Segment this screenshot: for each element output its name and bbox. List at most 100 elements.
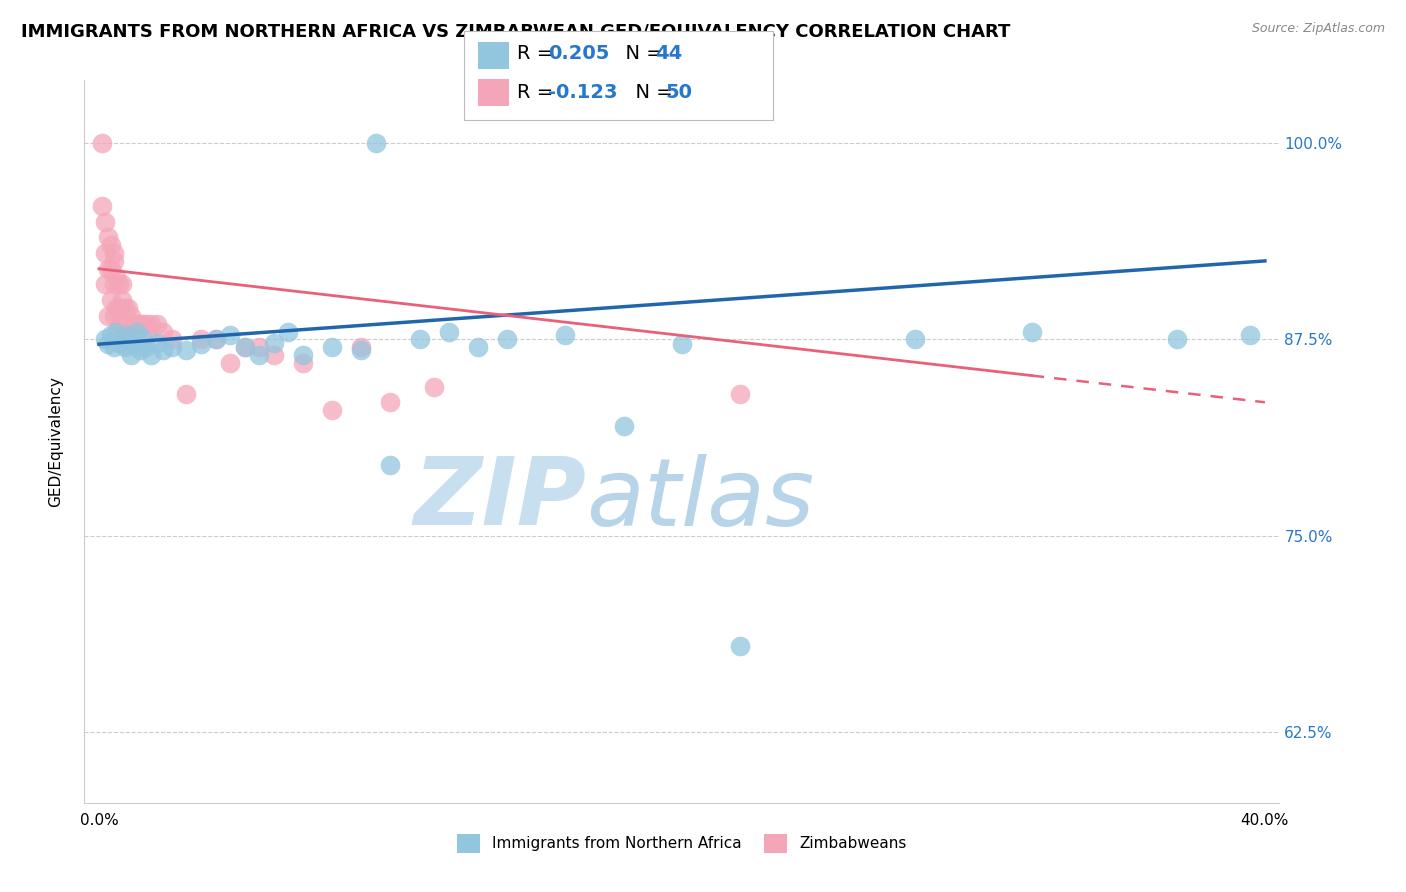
- Point: [100, 261, 122, 276]
- Point: [152, 343, 174, 358]
- Text: N =: N =: [623, 83, 679, 103]
- Point: [120, 348, 142, 362]
- Point: [152, 325, 174, 339]
- Text: -0.123: -0.123: [548, 83, 617, 103]
- Point: [100, 238, 122, 252]
- Point: [108, 301, 131, 315]
- Point: [125, 325, 148, 339]
- Point: [108, 317, 131, 331]
- Point: [728, 387, 751, 401]
- Point: [728, 639, 751, 653]
- Point: [160, 333, 183, 347]
- Point: [141, 317, 163, 331]
- Point: [97, 309, 120, 323]
- Point: [496, 333, 519, 347]
- Point: [1239, 327, 1261, 342]
- Point: [103, 277, 125, 292]
- Text: 0.205: 0.205: [548, 44, 610, 63]
- Point: [108, 335, 131, 350]
- Point: [1166, 333, 1188, 347]
- Point: [103, 246, 125, 260]
- Point: [131, 317, 153, 331]
- Point: [103, 340, 125, 354]
- Point: [117, 325, 139, 339]
- Point: [380, 458, 402, 472]
- Point: [160, 340, 183, 354]
- Point: [291, 348, 314, 362]
- Text: N =: N =: [613, 44, 669, 63]
- Point: [219, 356, 242, 370]
- Point: [105, 301, 128, 315]
- Point: [103, 254, 125, 268]
- Point: [111, 333, 134, 347]
- Point: [467, 340, 489, 354]
- Point: [90, 136, 112, 150]
- Point: [117, 301, 139, 315]
- Point: [97, 261, 120, 276]
- Text: R =: R =: [517, 44, 560, 63]
- Point: [100, 327, 122, 342]
- Y-axis label: GED/Equivalency: GED/Equivalency: [49, 376, 63, 507]
- Point: [554, 327, 576, 342]
- Point: [176, 343, 198, 358]
- Point: [114, 301, 136, 315]
- Point: [111, 293, 134, 308]
- Point: [94, 277, 117, 292]
- Point: [138, 325, 160, 339]
- Point: [408, 333, 430, 347]
- Point: [128, 317, 150, 331]
- Point: [103, 309, 125, 323]
- Text: IMMIGRANTS FROM NORTHERN AFRICA VS ZIMBABWEAN GED/EQUIVALENCY CORRELATION CHART: IMMIGRANTS FROM NORTHERN AFRICA VS ZIMBA…: [21, 22, 1011, 40]
- Point: [120, 309, 142, 323]
- Point: [219, 327, 242, 342]
- Point: [117, 327, 139, 342]
- Point: [114, 340, 136, 354]
- Point: [204, 333, 226, 347]
- Point: [94, 246, 117, 260]
- Point: [90, 199, 112, 213]
- Point: [97, 230, 120, 244]
- Point: [380, 395, 402, 409]
- Point: [613, 418, 636, 433]
- Point: [146, 335, 169, 350]
- Text: R =: R =: [517, 83, 560, 103]
- Point: [146, 317, 169, 331]
- Point: [111, 277, 134, 292]
- Point: [904, 333, 927, 347]
- Legend: Immigrants from Northern Africa, Zimbabweans: Immigrants from Northern Africa, Zimbabw…: [449, 826, 915, 860]
- Point: [364, 136, 387, 150]
- Point: [291, 356, 314, 370]
- Text: 44: 44: [655, 44, 682, 63]
- Point: [100, 293, 122, 308]
- Point: [94, 214, 117, 228]
- Point: [263, 335, 285, 350]
- Point: [204, 333, 226, 347]
- Point: [128, 343, 150, 358]
- Text: 50: 50: [665, 83, 692, 103]
- Point: [94, 333, 117, 347]
- Point: [671, 337, 693, 351]
- Point: [114, 317, 136, 331]
- Point: [131, 333, 153, 347]
- Text: atlas: atlas: [586, 454, 814, 545]
- Point: [122, 317, 145, 331]
- Point: [233, 340, 256, 354]
- Point: [125, 317, 148, 331]
- Text: Source: ZipAtlas.com: Source: ZipAtlas.com: [1251, 22, 1385, 36]
- Point: [135, 340, 157, 354]
- Point: [233, 340, 256, 354]
- Point: [108, 277, 131, 292]
- Point: [423, 379, 446, 393]
- Point: [263, 348, 285, 362]
- Point: [247, 340, 270, 354]
- Point: [190, 333, 212, 347]
- Point: [321, 403, 343, 417]
- Point: [277, 325, 299, 339]
- Point: [321, 340, 343, 354]
- Point: [105, 325, 128, 339]
- Point: [135, 317, 157, 331]
- Point: [105, 269, 128, 284]
- Point: [97, 337, 120, 351]
- Point: [122, 337, 145, 351]
- Point: [437, 325, 460, 339]
